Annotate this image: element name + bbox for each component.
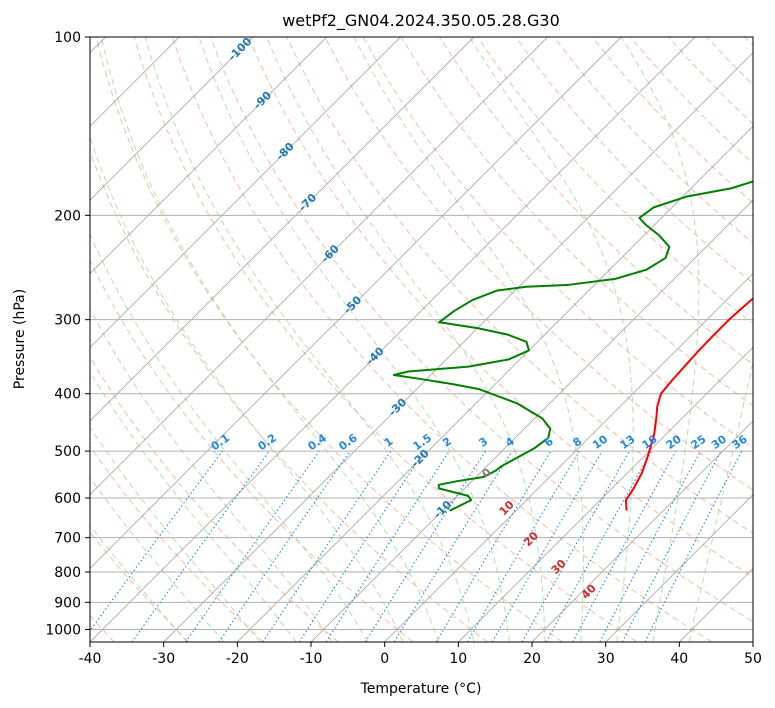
isotherm [163,52,753,642]
dry-adiabat [90,259,414,642]
x-tick-label: 50 [744,651,762,667]
mixing-ratio-line [218,450,351,642]
isotherm [310,199,753,642]
isotherm [90,37,475,422]
mixing-ratio-line [90,450,223,632]
moist-adiabat [90,233,369,642]
x-tick-label: 30 [597,651,615,667]
dry-adiabat [324,37,753,491]
moist-adiabat [90,308,333,642]
dry-adiabat [515,37,753,284]
temperature-profile [624,297,753,511]
moist-adiabat [620,37,700,642]
mixing-ratio-line [545,450,653,642]
y-tick-label: 300 [54,313,81,329]
moist-adiabat [198,37,510,642]
moist-adiabat [353,37,584,642]
mixing-ratio-line [131,450,270,642]
mixing-ratio-line [262,450,392,642]
isotherm [90,37,548,496]
y-tick-label: 200 [54,208,81,224]
x-tick-label: -20 [226,651,249,667]
mixing-ratio-line [298,450,425,642]
moist-adiabat [90,370,297,642]
y-tick-label: 400 [54,387,81,403]
x-tick-label: 10 [449,651,467,667]
dry-adiabat [90,445,264,642]
dry-adiabat [95,37,563,642]
moist-adiabat [90,135,404,642]
moist-adiabat [266,37,546,642]
x-tick-label: -30 [152,651,175,667]
isotherm [458,346,753,642]
dry-adiabat [286,37,753,534]
moist-adiabat [90,524,188,642]
y-tick-label: 1000 [45,622,81,638]
mixing-ratio-line [572,450,677,642]
x-tick-label: 0 [380,651,389,667]
dry-adiabat [171,37,712,642]
isotherm [90,37,327,275]
dry-adiabat [248,37,753,578]
moist-adiabat [688,358,753,642]
y-tick-label: 700 [54,531,81,547]
x-tick-label: 20 [523,651,541,667]
mixing-ratio-line [185,450,320,642]
isotherm [237,125,753,642]
y-tick-label: 100 [54,30,81,46]
moist-adiabat [144,37,475,642]
x-tick-label: 40 [670,651,688,667]
mixing-ratio-line [393,450,513,642]
y-tick-label: 800 [54,565,81,581]
mixing-ratio-line [325,450,450,642]
isotherm [90,37,696,642]
mixing-ratio-line [521,450,630,642]
moist-adiabat [90,426,261,642]
y-axis-label: Pressure (hPa) [12,289,28,389]
mixing-ratio-line [644,450,743,642]
dry-adiabat [90,356,339,642]
isotherm [605,494,753,642]
x-tick-label: -10 [300,651,323,667]
x-tick-label: -40 [79,651,102,667]
x-axis-label: Temperature (°C) [360,681,482,697]
isotherm [90,37,622,569]
dewpoint-profile [392,180,753,512]
dry-adiabat [210,37,753,623]
isotherm [90,37,254,201]
axes: -40 -30 -20 -10 0 10 20 30 40 50 100 200 300 400 500 60… [45,30,762,667]
chart-title: wetPf2_GN04.2024.350.05.28.G30 [282,11,560,31]
isotherm [384,273,753,642]
isotherm [90,37,401,348]
moist-adiabat [90,476,225,642]
plot-frame [89,36,754,643]
plot-area [90,37,753,642]
dry-adiabat [133,37,638,642]
y-tick-label: 900 [54,595,81,611]
moist-adiabat [100,37,439,642]
y-tick-label: 600 [54,491,81,507]
isotherm [531,420,753,642]
y-tick-label: 500 [54,444,81,460]
